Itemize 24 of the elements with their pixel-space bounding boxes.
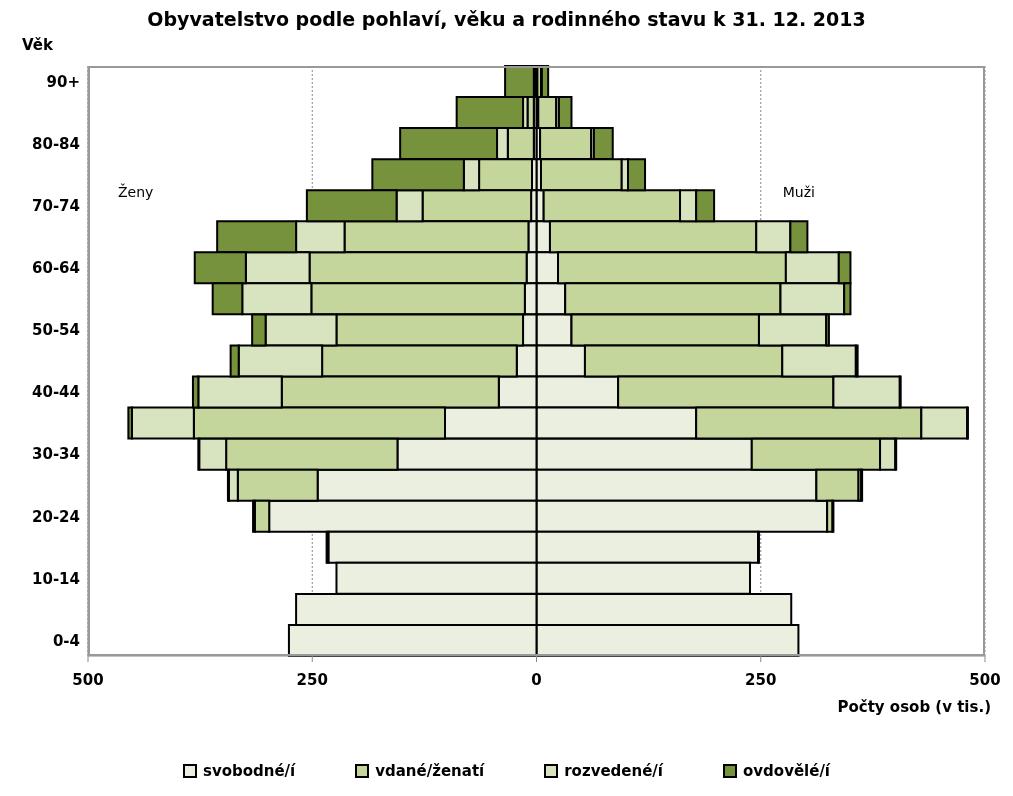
chart-title: Obyvatelstvo podle pohlaví, věku a rodinného stavu k 31. 12. 2013 xyxy=(146,8,867,30)
x-tick-label: 0 xyxy=(531,670,542,689)
y-tick-label: 20-24 xyxy=(32,507,80,526)
y-tick-label: 0-4 xyxy=(52,631,80,650)
x-tick-label: 500 xyxy=(72,670,104,689)
legend-label: ovdovělé/í xyxy=(743,762,831,780)
y-axis-title: Věk xyxy=(22,36,54,56)
y-tick-label: 40-44 xyxy=(32,383,80,402)
y-tick-label: 70-74 xyxy=(32,197,80,216)
y-tick-label: 30-34 xyxy=(32,445,80,464)
y-tick-label: 60-64 xyxy=(32,259,80,278)
y-tick-label: 80-84 xyxy=(32,134,80,153)
x-tick-label: 500 xyxy=(969,670,1001,689)
annotation: Muži xyxy=(782,184,815,200)
annotation: Ženy xyxy=(118,184,154,200)
x-tick-label: 250 xyxy=(296,670,328,689)
x-axis-title: Počty osob (v tis.) xyxy=(836,698,991,716)
y-tick-label: 10-14 xyxy=(32,569,80,588)
y-tick-label: 90+ xyxy=(46,72,80,91)
y-tick-label: 50-54 xyxy=(32,321,80,340)
x-tick-label: 250 xyxy=(745,670,777,689)
legend-label: vdané/ženatí xyxy=(375,762,485,780)
legend-label: rozvedené/í xyxy=(564,762,663,780)
legend-label: svobodné/í xyxy=(202,762,296,780)
